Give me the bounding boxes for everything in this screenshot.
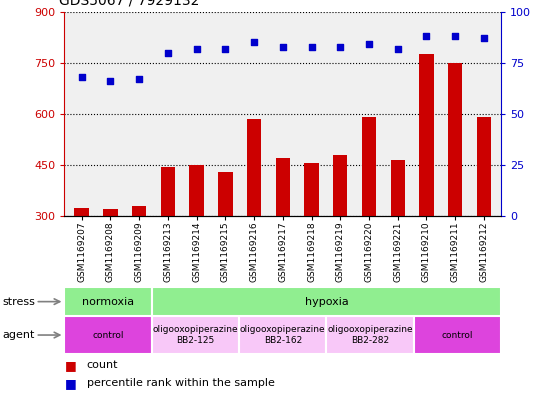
- Point: [393, 46, 402, 52]
- Point: [221, 46, 230, 52]
- Point: [422, 33, 431, 39]
- Text: stress: stress: [3, 297, 36, 307]
- Bar: [276, 158, 290, 318]
- Text: agent: agent: [3, 330, 35, 340]
- Bar: [390, 160, 405, 318]
- Bar: [239, 316, 326, 354]
- Text: control: control: [92, 331, 124, 340]
- Bar: [414, 316, 501, 354]
- Bar: [326, 316, 414, 354]
- Text: oligooxopiperazine
BB2-125: oligooxopiperazine BB2-125: [153, 325, 238, 345]
- Point: [307, 43, 316, 50]
- Bar: [161, 167, 175, 318]
- Text: oligooxopiperazine
BB2-282: oligooxopiperazine BB2-282: [328, 325, 413, 345]
- Point: [278, 43, 287, 50]
- Point: [134, 76, 143, 83]
- Text: percentile rank within the sample: percentile rank within the sample: [87, 378, 274, 388]
- Text: ■: ■: [64, 376, 76, 390]
- Text: hypoxia: hypoxia: [305, 297, 348, 307]
- Bar: [304, 163, 319, 318]
- Bar: [64, 287, 152, 316]
- Point: [479, 35, 488, 42]
- Text: oligooxopiperazine
BB2-162: oligooxopiperazine BB2-162: [240, 325, 325, 345]
- Bar: [247, 119, 262, 318]
- Bar: [218, 172, 232, 318]
- Bar: [152, 287, 501, 316]
- Text: control: control: [442, 331, 473, 340]
- Bar: [152, 316, 239, 354]
- Point: [336, 43, 345, 50]
- Point: [77, 74, 86, 80]
- Point: [365, 41, 374, 48]
- Bar: [74, 208, 89, 318]
- Point: [192, 46, 201, 52]
- Bar: [362, 118, 376, 318]
- Text: GDS5067 / 7929132: GDS5067 / 7929132: [59, 0, 199, 8]
- Point: [250, 39, 259, 46]
- Bar: [103, 209, 118, 318]
- Text: normoxia: normoxia: [82, 297, 134, 307]
- Text: ■: ■: [64, 359, 76, 372]
- Point: [451, 33, 460, 39]
- Bar: [477, 118, 491, 318]
- Bar: [419, 54, 433, 318]
- Point: [164, 50, 172, 56]
- Bar: [64, 316, 152, 354]
- Bar: [132, 206, 146, 318]
- Point: [106, 78, 115, 84]
- Bar: [189, 165, 204, 318]
- Text: count: count: [87, 360, 118, 371]
- Bar: [333, 155, 347, 318]
- Bar: [448, 63, 463, 318]
